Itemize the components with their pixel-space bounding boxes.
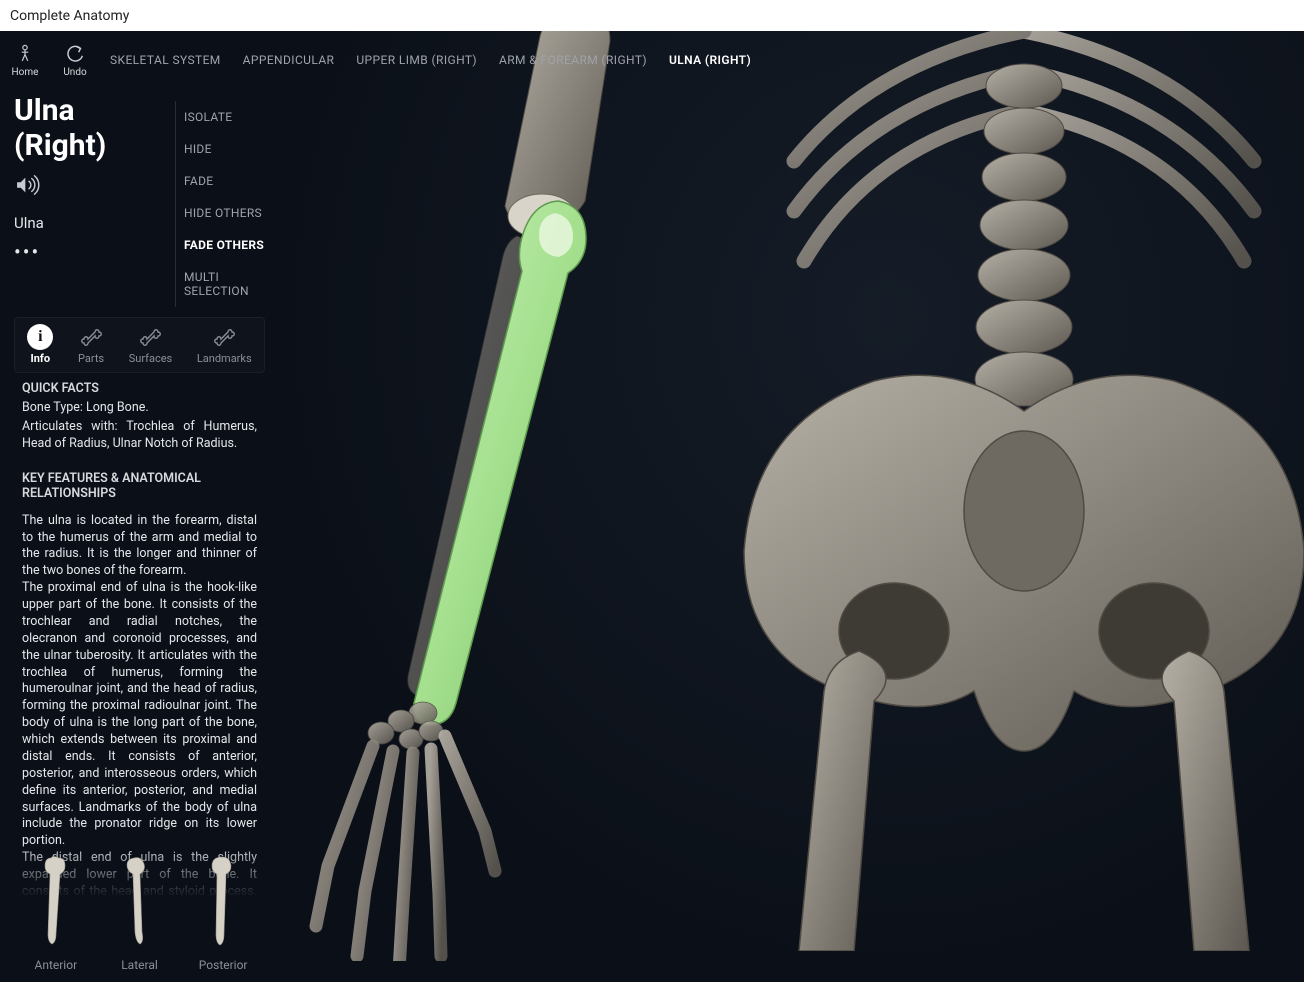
action-isolate[interactable]: ISOLATE: [184, 101, 285, 133]
crumb-appendicular[interactable]: APPENDICULAR: [243, 53, 335, 67]
title-line1: Ulna: [14, 93, 75, 128]
key-features-heading: KEY FEATURES & ANATOMICAL RELATIONSHIPS: [22, 471, 257, 501]
action-multi-selection[interactable]: MULTI SELECTION: [184, 261, 285, 307]
skeleton-axial-icon: [694, 31, 1304, 951]
crumb-upper-limb[interactable]: UPPER LIMB (RIGHT): [356, 53, 477, 67]
tab-landmarks-label: Landmarks: [197, 352, 252, 365]
skeleton-arm-icon: [265, 31, 695, 961]
crumb-skeletal-system[interactable]: SKELETAL SYSTEM: [110, 53, 221, 67]
action-hide[interactable]: HIDE: [184, 133, 285, 165]
title-line2: (Right): [14, 128, 106, 163]
bone-thumbnail-icon: [26, 852, 86, 952]
window-title: Complete Anatomy: [10, 8, 129, 24]
crumb-ulna[interactable]: ULNA (RIGHT): [669, 53, 751, 67]
breadcrumb: SKELETAL SYSTEM APPENDICULAR UPPER LIMB …: [110, 53, 751, 67]
bone-thumbnail-icon: [193, 852, 253, 952]
tab-info-label: Info: [31, 352, 51, 365]
tab-info[interactable]: i Info: [27, 325, 53, 365]
bone-thumbnail-icon: [109, 852, 169, 952]
quick-facts-heading: QUICK FACTS: [22, 381, 257, 396]
home-label: Home: [12, 67, 39, 78]
bone-icon: [78, 325, 104, 349]
tab-surfaces[interactable]: Surfaces: [129, 325, 172, 365]
person-icon: [14, 43, 36, 65]
action-hide-others[interactable]: HIDE OTHERS: [184, 197, 285, 229]
thumb-lateral[interactable]: Lateral: [109, 852, 169, 982]
app-root: Home Undo SKELETAL SYSTEM APPENDICULAR U…: [0, 31, 1304, 982]
undo-icon: [64, 43, 86, 65]
undo-label: Undo: [63, 67, 86, 78]
bone-icon: [211, 325, 237, 349]
thumb-anterior[interactable]: Anterior: [26, 852, 86, 982]
action-fade-others[interactable]: FADE OTHERS: [184, 229, 285, 261]
detail-tabs: i Info Parts Surfaces Landmarks: [14, 317, 265, 373]
visibility-actions: ISOLATE HIDE FADE HIDE OTHERS FADE OTHER…: [175, 101, 285, 307]
view-thumbnails: Anterior Lateral Posterior: [14, 842, 265, 982]
tab-parts[interactable]: Parts: [78, 325, 104, 365]
tab-parts-label: Parts: [78, 352, 104, 365]
thumb-anterior-label: Anterior: [35, 958, 78, 972]
info-icon: i: [27, 324, 53, 350]
window-titlebar: Complete Anatomy: [0, 0, 1304, 31]
info-paragraph-1: The ulna is located in the forearm, dist…: [22, 513, 257, 581]
top-toolbar: Home Undo SKELETAL SYSTEM APPENDICULAR U…: [0, 31, 1304, 89]
thumb-lateral-label: Lateral: [121, 958, 158, 972]
articulates-text: Articulates with: Trochlea of Humerus, H…: [22, 419, 257, 453]
crumb-arm-forearm[interactable]: ARM & FOREARM (RIGHT): [499, 53, 647, 67]
home-button[interactable]: Home: [0, 31, 50, 89]
3d-viewport[interactable]: [265, 31, 1304, 982]
bone-icon: [137, 325, 163, 349]
speaker-icon: [14, 174, 44, 196]
undo-button[interactable]: Undo: [50, 31, 100, 89]
info-content: QUICK FACTS Bone Type: Long Bone. Articu…: [22, 381, 257, 918]
bone-type-text: Bone Type: Long Bone.: [22, 400, 257, 417]
thumb-posterior-label: Posterior: [199, 958, 248, 972]
thumb-posterior[interactable]: Posterior: [193, 852, 253, 982]
tab-landmarks[interactable]: Landmarks: [197, 325, 252, 365]
info-paragraph-2: The proximal end of ulna is the hook-lik…: [22, 580, 257, 850]
tab-surfaces-label: Surfaces: [129, 352, 172, 365]
action-fade[interactable]: FADE: [184, 165, 285, 197]
